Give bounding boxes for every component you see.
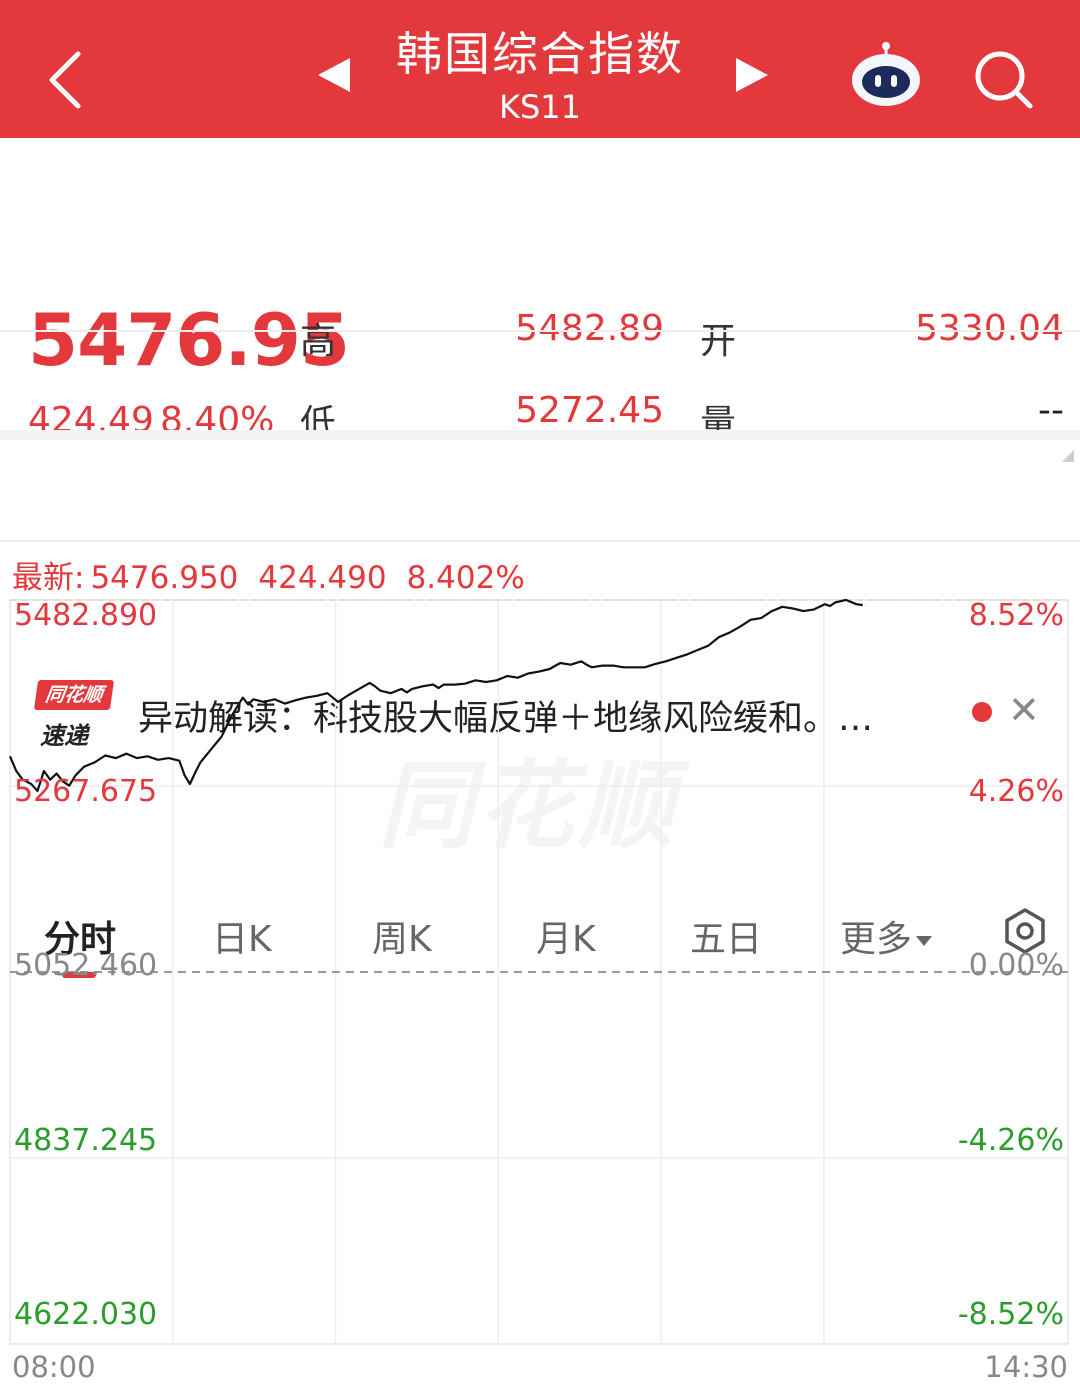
tab-more-label: 更多 [840,919,913,960]
close-icon[interactable]: ✕ [1008,688,1040,732]
watermark-logo: 同花顺 [378,728,678,867]
chart-tabs: 分时 日K 周K 月K 五日 更多 [0,440,1080,978]
expand-corner-icon[interactable] [1062,450,1074,462]
news-ticker[interactable]: 同花顺 速递 异动解读：科技股大幅反弹＋地缘风险缓和。… ✕ [0,332,1080,750]
latest-change: 424.490 [258,560,387,596]
quote-panel: 5476.95 424.49 8.40% 高 5482.89 开 5330.04… [0,138,1080,462]
open-value: 5330.04 [915,308,1064,349]
latest-readout: 最新: 5476.950 424.490 8.402% [12,552,545,597]
open-label: 开 [700,321,737,362]
tab-more[interactable]: 更多 [840,910,933,962]
tab-daily-k[interactable]: 日K [212,919,272,960]
volume-value: -- [1038,390,1064,431]
y-tick-left-1: 5267.675 [14,774,158,809]
search-icon[interactable] [970,46,1036,112]
settings-hexagon-icon[interactable] [1000,906,1050,956]
x-tick-start: 08:00 [12,1350,96,1384]
latest-change-pct: 8.402% [406,560,525,596]
next-arrow-icon[interactable] [736,58,768,92]
current-price: 5476.95 [28,298,350,382]
y-tick-left-2: 5052.460 [14,948,158,983]
robot-assistant-icon[interactable] [848,40,924,110]
intraday-chart[interactable] [0,590,1080,1392]
y-tick-right-1: 4.26% [968,774,1064,809]
symbol-code: KS11 [498,88,581,126]
tab-intraday[interactable]: 分时 [44,919,117,960]
y-tick-left-0: 5482.890 [14,598,158,633]
x-tick-end: 14:30 [984,1350,1068,1384]
tab-monthly-k[interactable]: 月K [536,919,596,960]
chevron-down-icon [916,936,933,946]
high-label: 高 [300,321,337,362]
news-headline[interactable]: 异动解读：科技股大幅反弹＋地缘风险缓和。… [138,699,874,739]
latest-price: 5476.950 [90,560,239,596]
tab-weekly-k[interactable]: 周K [372,919,432,960]
tab-five-day[interactable]: 五日 [690,919,763,960]
divider [0,330,1080,332]
high-value: 5482.89 [515,308,664,349]
top-bar: 韩国综合指数 KS11 [0,0,1080,138]
divider [0,430,1080,440]
back-chevron-icon[interactable] [40,40,100,120]
y-tick-right-2: 0.00% [968,948,1064,983]
page-title: 韩国综合指数 [396,27,684,81]
y-tick-right-3: -4.26% [957,1123,1064,1158]
divider [0,540,1080,542]
news-badge-bottom: 速递 [40,722,88,750]
prev-arrow-icon[interactable] [318,58,350,92]
active-tab-indicator [62,972,96,978]
price-line [8,598,863,792]
y-tick-right-4: -8.52% [957,1297,1064,1332]
y-tick-right-0: 8.52% [968,598,1064,633]
low-value: 5272.45 [515,390,664,431]
latest-label: 最新: [12,560,85,596]
y-tick-left-4: 4622.030 [14,1297,158,1332]
y-tick-left-3: 4837.245 [14,1123,158,1158]
unread-dot-icon [972,702,992,722]
